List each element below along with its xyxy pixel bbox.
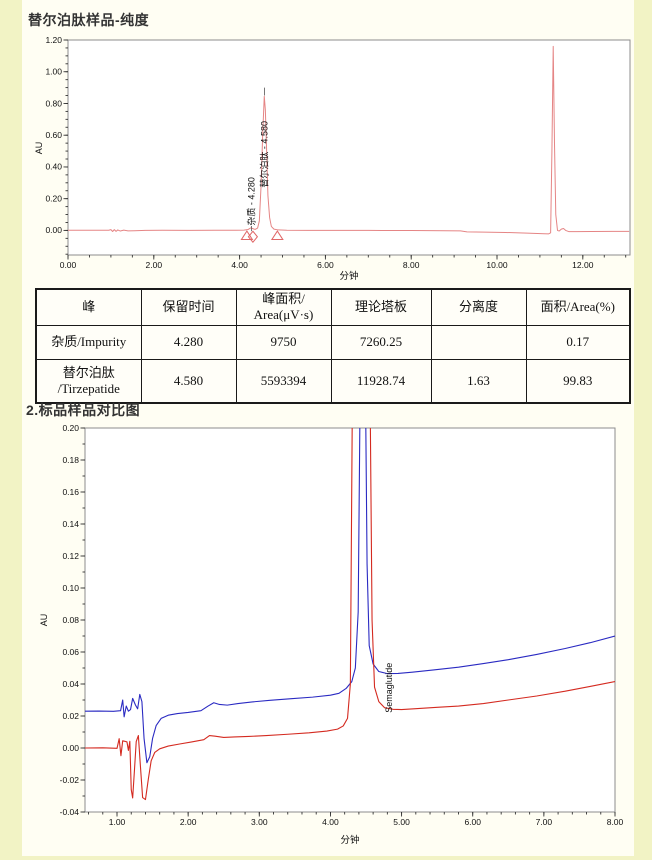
svg-text:0.40: 0.40 (45, 162, 62, 172)
svg-text:0.60: 0.60 (45, 130, 62, 140)
table-header-cell: 分离度 (430, 288, 527, 326)
section1-title: 替尔泊肽样品-纯度 (28, 12, 150, 28)
svg-text:1.00: 1.00 (45, 67, 62, 77)
svg-text:2.00: 2.00 (180, 817, 197, 827)
comparison-chromatogram: 1.00 2.00 3.00 4.00 5.00 6.00 7.00 8.00 -0.04 -0.… (39, 423, 624, 846)
table-cell: 0.17 (525, 324, 631, 360)
svg-text:AU: AU (39, 614, 49, 627)
svg-text:0.00: 0.00 (45, 225, 62, 235)
table-row: 杂质/Impurity 4.280 9750 7260.25 0.17 (35, 324, 631, 360)
svg-text:8.00: 8.00 (607, 817, 624, 827)
svg-text:3.00: 3.00 (251, 817, 268, 827)
svg-text:4.00: 4.00 (231, 260, 248, 270)
svg-text:0.10: 0.10 (62, 583, 79, 593)
svg-text:AU: AU (34, 142, 44, 155)
svg-text:0.20: 0.20 (45, 193, 62, 203)
svg-text:分钟: 分钟 (340, 834, 359, 846)
svg-text:分钟: 分钟 (339, 270, 358, 282)
svg-text:0.80: 0.80 (45, 98, 62, 108)
svg-text:替尔泊肽 - 4.580: 替尔泊肽 - 4.580 (258, 121, 269, 188)
svg-text:7.00: 7.00 (536, 817, 553, 827)
svg-text:0.00: 0.00 (62, 743, 79, 753)
table-cell (430, 324, 527, 360)
section2-title: 2.标品样品对比图 (26, 402, 141, 418)
table-cell: 4.280 (140, 324, 237, 360)
svg-text:0.12: 0.12 (62, 551, 79, 561)
table-cell: 7260.25 (330, 324, 432, 360)
svg-text:杂质 - 4.280: 杂质 - 4.280 (246, 177, 257, 226)
svg-text:0.04: 0.04 (62, 679, 79, 689)
svg-text:0.00: 0.00 (60, 260, 77, 270)
table-cell: 杂质/Impurity (35, 324, 142, 360)
svg-text:5.00: 5.00 (393, 817, 410, 827)
table-cell: 9750 (235, 324, 332, 360)
svg-text:10.00: 10.00 (486, 260, 508, 270)
table-cell: 4.580 (140, 358, 237, 404)
table-header-cell: 理论塔板 (330, 288, 432, 326)
purity-chromatogram: 0.00 2.00 4.00 6.00 8.00 10.00 12.00 0.00 0.20 0.… (34, 35, 631, 282)
svg-text:2.00: 2.00 (146, 260, 163, 270)
table-header-cell: 面积/Area(%) (525, 288, 631, 326)
svg-text:6.00: 6.00 (317, 260, 334, 270)
svg-text:-0.02: -0.02 (60, 775, 80, 785)
peak-table-body: 杂质/Impurity 4.280 9750 7260.25 0.17 替尔泊肽 /Tir… (35, 324, 631, 404)
page-number-fragment: 11 (598, 0, 618, 3)
table-header-cell: 保留时间 (140, 288, 237, 326)
peak-table-head: 峰保留时间 峰面积/ Area(μV·s) 理论塔板 分离度 面积/Area(%) (35, 288, 631, 326)
svg-text:0.16: 0.16 (62, 487, 79, 497)
svg-text:1.20: 1.20 (45, 35, 62, 45)
table-cell: 1.63 (430, 358, 527, 404)
table-row: 替尔泊肽 /Tirzepatide 4.580 5593394 11928.74 1.6… (35, 358, 631, 404)
svg-text:1.00: 1.00 (109, 817, 126, 827)
svg-text:0.02: 0.02 (62, 711, 79, 721)
table-header-cell: 峰 (35, 288, 142, 326)
svg-text:0.20: 0.20 (62, 423, 79, 433)
svg-text:Semaglutide: Semaglutide (384, 663, 394, 713)
table-header-cell: 峰面积/ Area(μV·s) (235, 288, 332, 326)
svg-text:0.08: 0.08 (62, 615, 79, 625)
svg-text:6.00: 6.00 (464, 817, 481, 827)
svg-text:8.00: 8.00 (403, 260, 420, 270)
svg-text:0.18: 0.18 (62, 455, 79, 465)
svg-text:0.14: 0.14 (62, 519, 79, 529)
table-cell: 99.83 (525, 358, 631, 404)
peak-results-table: 峰保留时间 峰面积/ Area(μV·s) 理论塔板 分离度 面积/Area(%) 杂质… (35, 288, 631, 404)
svg-text:12.00: 12.00 (572, 260, 594, 270)
table-cell: 5593394 (235, 358, 332, 404)
svg-text:-0.04: -0.04 (60, 807, 80, 817)
table-cell: 替尔泊肽 /Tirzepatide (35, 358, 142, 404)
table-cell: 11928.74 (330, 358, 432, 404)
svg-text:4.00: 4.00 (322, 817, 339, 827)
svg-text:0.06: 0.06 (62, 647, 79, 657)
